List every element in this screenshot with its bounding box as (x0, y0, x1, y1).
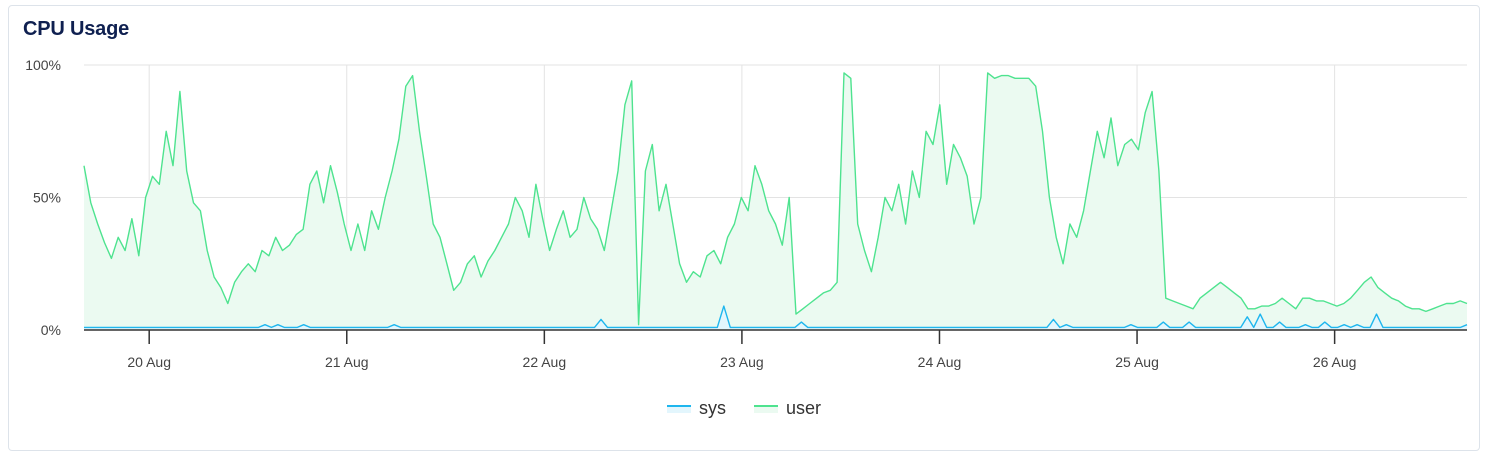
user-area (84, 72, 1467, 331)
y-tick-label: 100% (25, 57, 61, 73)
x-tick-label: 20 Aug (127, 354, 171, 370)
chart-axes: 0% 50% 100% 20 Aug 21 Aug 22 Aug 23 Aug 24 Aug 2… (25, 57, 1467, 370)
user-line (83, 72, 1468, 326)
panel-title: CPU Usage (23, 18, 130, 40)
chart-legend: sys user (0, 398, 1488, 419)
user-swatch-icon (753, 404, 778, 413)
x-tick-label: 21 Aug (325, 354, 369, 370)
x-tick-label: 23 Aug (720, 354, 764, 370)
x-tick-label: 22 Aug (523, 354, 567, 370)
x-tick-label: 25 Aug (1115, 354, 1159, 370)
chart-areas (83, 72, 1468, 331)
legend-label-user: user (785, 398, 821, 418)
legend-item-sys[interactable]: sys (666, 398, 726, 419)
legend-item-user[interactable]: user (753, 398, 821, 419)
y-tick-label: 0% (41, 322, 61, 338)
y-tick-label: 50% (33, 190, 61, 206)
legend-label-sys: sys (698, 398, 726, 418)
x-tick-label: 26 Aug (1313, 354, 1357, 370)
sys-swatch-icon (666, 404, 691, 413)
x-tick-label: 24 Aug (918, 354, 962, 370)
sys-line (84, 305, 1468, 329)
